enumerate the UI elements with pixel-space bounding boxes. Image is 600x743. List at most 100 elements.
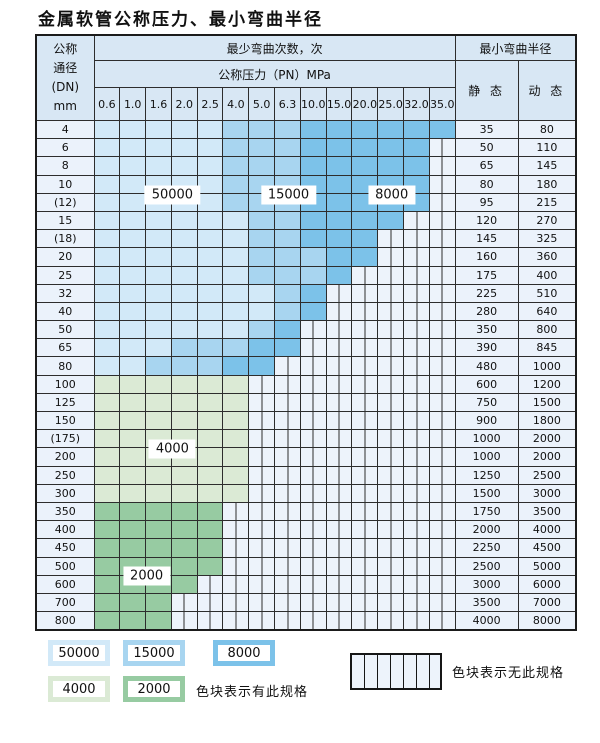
spec-cell [248, 592, 276, 613]
pressure-column-header: 10.0 [299, 87, 327, 121]
dynamic-radius-value: 400 [517, 265, 577, 285]
static-radius-value: 95 [454, 192, 519, 212]
spec-cell [196, 592, 224, 613]
spec-cell [119, 301, 147, 322]
spec-cell [119, 374, 147, 394]
dynamic-radius-value: 8000 [517, 611, 577, 631]
table-row: 100 600 1200 [35, 374, 577, 394]
spec-cell [351, 320, 379, 340]
spec-cell [403, 283, 430, 303]
table-row: 600 3000 6000 [35, 574, 577, 594]
spec-cell [299, 210, 327, 231]
static-radius-value: 280 [454, 301, 519, 322]
dynamic-radius-value: 1500 [517, 392, 577, 413]
spec-cell [170, 229, 198, 249]
spec-cell [325, 574, 353, 594]
dn-value: 350 [35, 501, 95, 522]
spec-cell [325, 138, 353, 158]
spec-cell [325, 192, 353, 212]
spec-cell [119, 229, 147, 249]
spec-cell [248, 138, 276, 158]
spec-cell [428, 520, 456, 540]
spec-cell [196, 483, 224, 503]
spec-cell [377, 247, 405, 267]
spec-cell [377, 229, 405, 249]
pressure-column-header: 1.6 [145, 87, 172, 121]
spec-cell [222, 501, 250, 522]
spec-cell [222, 210, 250, 231]
dynamic-radius-value: 640 [517, 301, 577, 322]
dn-value: 40 [35, 301, 95, 322]
spec-cell [325, 229, 353, 249]
table-row: 700 3500 7000 [35, 592, 577, 613]
spec-cell [428, 156, 456, 176]
spec-cell [145, 465, 172, 485]
spec-cell [274, 465, 301, 485]
static-radius-value: 390 [454, 338, 519, 358]
dn-value: 15 [35, 210, 95, 231]
spec-cell [325, 283, 353, 303]
dynamic-radius-value: 1200 [517, 374, 577, 394]
spec-cell [222, 410, 250, 431]
spec-cell [274, 356, 301, 376]
spec-cell [145, 374, 172, 394]
dynamic-radius-value: 5000 [517, 556, 577, 576]
spec-cell [351, 501, 379, 522]
spec-cell [428, 301, 456, 322]
pressure-column-header: 25.0 [377, 87, 405, 121]
header-dynamic: 动 态 [517, 60, 577, 121]
spec-cell [351, 338, 379, 358]
spec-cell [119, 501, 147, 522]
spec-cell [299, 356, 327, 376]
spec-cell [222, 574, 250, 594]
spec-cell [248, 374, 276, 394]
spec-cell [93, 574, 121, 594]
dynamic-radius-value: 510 [517, 283, 577, 303]
spec-cell [248, 320, 276, 340]
spec-cell [428, 192, 456, 212]
spec-cell [196, 247, 224, 267]
spec-cell [377, 392, 405, 413]
spec-cell [196, 210, 224, 231]
spec-cell [351, 465, 379, 485]
static-radius-value: 65 [454, 156, 519, 176]
spec-cell [299, 119, 327, 140]
dynamic-radius-value: 145 [517, 156, 577, 176]
spec-cell [145, 338, 172, 358]
spec-cell [222, 247, 250, 267]
static-radius-value: 1250 [454, 465, 519, 485]
spec-cell [222, 265, 250, 285]
spec-cell [93, 156, 121, 176]
spec-cell [325, 556, 353, 576]
header-nominal-pressure: 公称压力（PN）MPa [93, 60, 456, 88]
spec-cell [325, 501, 353, 522]
spec-cell [325, 247, 353, 267]
spec-cell [196, 611, 224, 631]
spec-cell [196, 283, 224, 303]
spec-cell [248, 392, 276, 413]
spec-cell [274, 538, 301, 558]
spec-cell [93, 320, 121, 340]
dn-value: 25 [35, 265, 95, 285]
spec-cell [351, 374, 379, 394]
spec-cell [274, 611, 301, 631]
spec-cell [196, 392, 224, 413]
spec-cell [119, 611, 147, 631]
spec-cell [93, 611, 121, 631]
spec-cell [299, 483, 327, 503]
spec-cell [93, 356, 121, 376]
spec-cell [145, 156, 172, 176]
spec-cell [274, 210, 301, 231]
spec-cell [428, 174, 456, 194]
spec-cell [403, 574, 430, 594]
spec-cell [403, 410, 430, 431]
spec-cell [248, 611, 276, 631]
spec-cell [222, 465, 250, 485]
spec-cell [145, 138, 172, 158]
spec-cell [222, 192, 250, 212]
spec-cell [119, 520, 147, 540]
spec-cell [325, 119, 353, 140]
dynamic-radius-value: 3000 [517, 483, 577, 503]
dynamic-radius-value: 325 [517, 229, 577, 249]
spec-cell [274, 338, 301, 358]
